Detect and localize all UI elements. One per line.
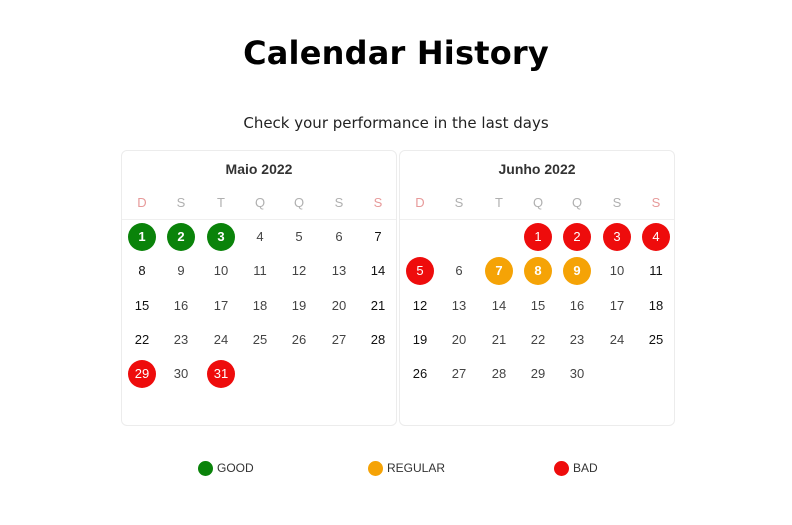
day-cell[interactable]: 14	[370, 263, 386, 278]
day-cell[interactable]: 10	[609, 263, 625, 278]
weekday-tuesday: T	[495, 195, 503, 210]
day-cell[interactable]: 7	[374, 229, 382, 244]
day-cell-good[interactable]: 3	[207, 223, 235, 251]
day-cell[interactable]: 12	[291, 263, 307, 278]
status-legend: GOOD REGULAR BAD	[0, 458, 792, 478]
day-cell[interactable]: 30	[173, 366, 189, 381]
weekday-monday: S	[454, 195, 464, 210]
weekday-thursday: Q	[293, 195, 305, 210]
day-cell[interactable]: 11	[253, 263, 267, 278]
day-cell-regular[interactable]: 9	[563, 257, 591, 285]
weekday-header: D S T Q Q S S	[122, 195, 396, 213]
legend-label: BAD	[573, 461, 598, 475]
day-cell-bad[interactable]: 1	[524, 223, 552, 251]
weekday-saturday: S	[373, 195, 383, 210]
day-cell[interactable]: 10	[213, 263, 229, 278]
day-cell[interactable]: 12	[412, 298, 428, 313]
day-cell[interactable]: 14	[491, 298, 507, 313]
day-cell[interactable]: 25	[252, 332, 268, 347]
regular-dot-icon	[368, 460, 383, 476]
day-cell[interactable]: 13	[451, 298, 467, 313]
day-cell-bad[interactable]: 2	[563, 223, 591, 251]
day-cell[interactable]: 15	[530, 298, 546, 313]
day-cell[interactable]: 25	[648, 332, 664, 347]
page-title: Calendar History	[243, 34, 549, 72]
weekday-sunday: D	[137, 195, 147, 210]
page-subtitle: Check your performance in the last days	[243, 114, 549, 132]
day-cell[interactable]: 24	[609, 332, 625, 347]
day-cell[interactable]: 6	[335, 229, 343, 244]
day-cell[interactable]: 20	[451, 332, 467, 347]
day-cell[interactable]: 23	[569, 332, 585, 347]
weekday-thursday: Q	[571, 195, 583, 210]
weekday-wednesday: Q	[254, 195, 266, 210]
day-cell[interactable]: 8	[138, 263, 146, 278]
day-cell[interactable]: 4	[256, 229, 264, 244]
day-cell[interactable]: 11	[649, 263, 663, 278]
day-cell-regular[interactable]: 8	[524, 257, 552, 285]
day-cell[interactable]: 19	[291, 298, 307, 313]
legend-item-bad: BAD	[554, 458, 598, 478]
day-cell[interactable]: 18	[648, 298, 664, 313]
day-cell[interactable]: 26	[412, 366, 428, 381]
legend-item-regular: REGULAR	[368, 458, 445, 478]
weekday-sunday: D	[415, 195, 425, 210]
weekday-tuesday: T	[217, 195, 225, 210]
weekday-saturday: S	[651, 195, 661, 210]
bad-dot-icon	[554, 460, 569, 476]
header-divider	[122, 219, 396, 220]
day-cell-bad[interactable]: 3	[603, 223, 631, 251]
day-cell[interactable]: 30	[569, 366, 585, 381]
day-cell[interactable]: 28	[370, 332, 386, 347]
day-cell-good[interactable]: 1	[128, 223, 156, 251]
good-dot-icon	[198, 460, 213, 476]
day-cell-bad[interactable]: 31	[207, 360, 235, 388]
day-cell[interactable]: 29	[530, 366, 546, 381]
legend-label: REGULAR	[387, 461, 446, 475]
day-cell[interactable]: 20	[331, 298, 347, 313]
month-title: Junho 2022	[498, 161, 576, 177]
day-cell[interactable]: 21	[491, 332, 507, 347]
day-cell-bad[interactable]: 29	[128, 360, 156, 388]
day-cell[interactable]: 19	[412, 332, 428, 347]
day-cell[interactable]: 21	[370, 298, 386, 313]
day-cell-good[interactable]: 2	[167, 223, 195, 251]
day-cell-bad[interactable]: 4	[642, 223, 670, 251]
day-cell[interactable]: 6	[455, 263, 463, 278]
weekday-friday: S	[334, 195, 344, 210]
day-cell[interactable]: 27	[451, 366, 467, 381]
day-cell[interactable]: 17	[213, 298, 229, 313]
weekday-header: D S T Q Q S S	[400, 195, 674, 213]
day-cell-bad[interactable]: 5	[406, 257, 434, 285]
day-cell[interactable]: 22	[530, 332, 546, 347]
day-cell[interactable]: 15	[134, 298, 150, 313]
day-cell[interactable]: 24	[213, 332, 229, 347]
month-title: Maio 2022	[225, 161, 293, 177]
day-cell[interactable]: 13	[331, 263, 347, 278]
day-cell[interactable]: 16	[173, 298, 189, 313]
calendar-june-2022: Junho 2022 D S T Q Q S S 1 2 3 4 5 6 7 8 9 10 11 12…	[399, 150, 675, 426]
day-cell[interactable]: 23	[173, 332, 189, 347]
day-cell[interactable]: 17	[609, 298, 625, 313]
weekday-friday: S	[612, 195, 622, 210]
day-cell[interactable]: 18	[252, 298, 268, 313]
weekday-wednesday: Q	[532, 195, 544, 210]
day-cell-regular[interactable]: 7	[485, 257, 513, 285]
day-cell[interactable]: 27	[331, 332, 347, 347]
legend-item-good: GOOD	[198, 458, 254, 478]
legend-label: GOOD	[217, 461, 254, 475]
calendar-may-2022: Maio 2022 D S T Q Q S S 1 2 3 4 5 6 7 8 9 10 11 12 1…	[121, 150, 397, 426]
day-cell[interactable]: 16	[569, 298, 585, 313]
day-cell[interactable]: 22	[134, 332, 150, 347]
day-cell[interactable]: 26	[291, 332, 307, 347]
header-divider	[400, 219, 674, 220]
day-cell[interactable]: 5	[295, 229, 303, 244]
weekday-monday: S	[176, 195, 186, 210]
day-cell[interactable]: 9	[177, 263, 185, 278]
day-cell[interactable]: 28	[491, 366, 507, 381]
